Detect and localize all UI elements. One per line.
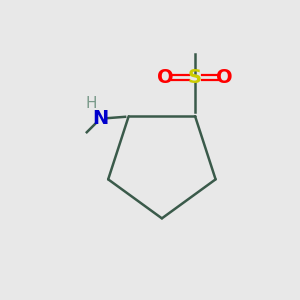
Text: O: O [217, 68, 233, 87]
Text: N: N [92, 109, 109, 128]
Text: S: S [188, 68, 202, 87]
Text: O: O [157, 68, 174, 87]
Text: H: H [85, 96, 97, 111]
